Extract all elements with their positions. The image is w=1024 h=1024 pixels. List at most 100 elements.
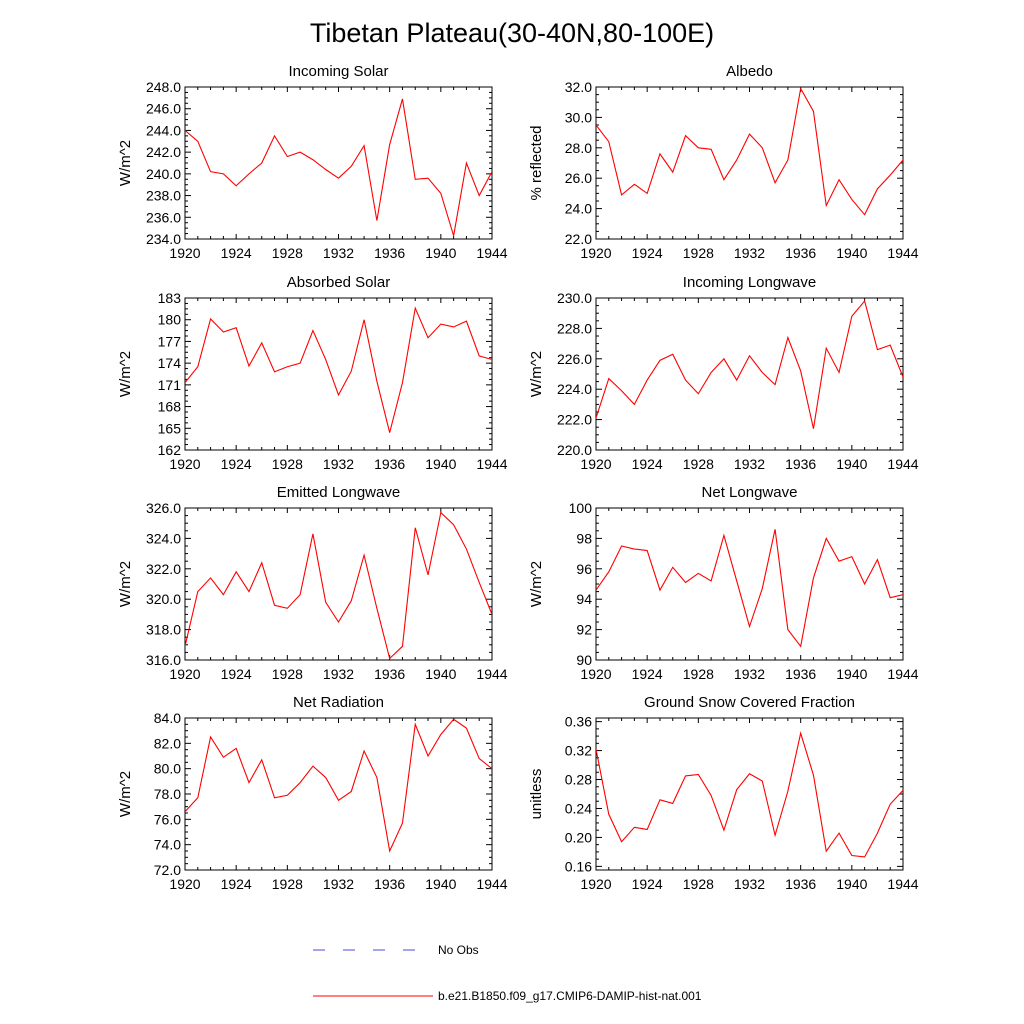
x-tick-label: 1944 — [887, 456, 918, 472]
panel-albedo: Albedo 1920 1924 1928 1932 1936 1940 1944 22.0 24… — [528, 63, 919, 261]
series-line-emitted-longwave — [185, 511, 492, 660]
y-tick-label: 320.0 — [146, 591, 181, 607]
panel-title-ground-snow-covered-fraction: Ground Snow Covered Fraction — [644, 694, 855, 711]
panel-title-net-longwave: Net Longwave — [702, 484, 798, 501]
panel-title-incoming-solar: Incoming Solar — [288, 63, 388, 80]
y-tick-label: 236.0 — [146, 209, 181, 225]
y-tick-label: 84.0 — [154, 710, 181, 726]
y-tick-label: 0.16 — [565, 858, 592, 874]
series-line-net-radiation — [185, 718, 492, 853]
y-tick-label: 92 — [576, 622, 592, 638]
plot-frame — [184, 86, 493, 240]
y-tick-label: 76.0 — [154, 811, 181, 827]
x-tick-label: 1944 — [887, 876, 918, 892]
x-tick-label: 1936 — [374, 456, 405, 472]
panel-ground-snow-covered-fraction: Ground Snow Covered Fraction 1920 1924 1928… — [528, 694, 919, 892]
x-tick-label: 1932 — [323, 456, 354, 472]
y-tick-label: 171 — [158, 377, 182, 393]
plot-frame — [595, 86, 904, 240]
y-tick-label: 98 — [576, 530, 592, 546]
x-tick-label: 1940 — [836, 666, 867, 682]
y-tick-label: 96 — [576, 561, 592, 577]
figure-title: Tibetan Plateau(30-40N,80-100E) — [310, 18, 714, 48]
x-tick-label: 1928 — [272, 666, 303, 682]
y-tick-label: 0.24 — [565, 800, 592, 816]
y-tick-label: 80.0 — [154, 761, 181, 777]
y-tick-label: 168 — [158, 399, 182, 415]
y-tick-label: 222.0 — [557, 412, 592, 428]
y-tick-label: 0.36 — [565, 714, 592, 730]
x-tick-label: 1932 — [734, 456, 765, 472]
x-tick-label: 1920 — [580, 876, 611, 892]
y-tick-label: 0.28 — [565, 772, 592, 788]
y-axis-label: W/m^2 — [117, 771, 134, 817]
x-tick-label: 1924 — [632, 876, 663, 892]
panel-title-emitted-longwave: Emitted Longwave — [277, 484, 400, 501]
series-line-ground-snow-covered-fraction — [596, 731, 903, 858]
x-tick-label: 1936 — [785, 245, 816, 261]
panel-emitted-longwave: Emitted Longwave 1920 1924 1928 1932 1936 1940… — [117, 484, 508, 682]
x-tick-label: 1932 — [323, 876, 354, 892]
y-tick-label: 32.0 — [565, 79, 592, 95]
panel-title-absorbed-solar: Absorbed Solar — [287, 274, 390, 291]
x-tick-label: 1932 — [734, 245, 765, 261]
y-axis-label: unitless — [528, 769, 545, 820]
legend-model-label: b.e21.B1850.f09_g17.CMIP6-DAMIP-hist-nat… — [438, 989, 702, 1003]
y-tick-label: 30.0 — [565, 109, 592, 125]
series-line-incoming-longwave — [596, 299, 903, 429]
y-tick-label: 100 — [569, 500, 593, 516]
panels-group: Incoming Solar 1920 1924 1928 1932 1936 1940 19… — [117, 63, 919, 892]
x-tick-label: 1924 — [632, 245, 663, 261]
x-tick-label: 1944 — [887, 666, 918, 682]
y-tick-label: 226.0 — [557, 351, 592, 367]
plot-frame — [184, 717, 493, 871]
x-tick-label: 1940 — [836, 876, 867, 892]
y-tick-label: 82.0 — [154, 735, 181, 751]
panel-net-longwave: Net Longwave 1920 1924 1928 1932 1936 1940 1944… — [528, 484, 919, 682]
y-tick-label: 24.0 — [565, 201, 592, 217]
y-tick-label: 244.0 — [146, 122, 181, 138]
y-tick-label: 240.0 — [146, 166, 181, 182]
x-tick-label: 1928 — [272, 876, 303, 892]
y-tick-label: 177 — [158, 333, 182, 349]
panel-incoming-solar: Incoming Solar 1920 1924 1928 1932 1936 1940 19… — [117, 63, 508, 261]
y-tick-label: 242.0 — [146, 144, 181, 160]
panel-net-radiation: Net Radiation 1920 1924 1928 1932 1936 1940 194… — [117, 694, 508, 892]
y-tick-label: 22.0 — [565, 231, 592, 247]
y-tick-label: 234.0 — [146, 231, 181, 247]
x-tick-label: 1920 — [580, 245, 611, 261]
x-tick-label: 1932 — [323, 245, 354, 261]
series-line-net-longwave — [596, 529, 903, 648]
y-axis-label: W/m^2 — [117, 140, 134, 186]
y-tick-label: 28.0 — [565, 140, 592, 156]
y-tick-label: 74.0 — [154, 837, 181, 853]
panel-title-incoming-longwave: Incoming Longwave — [683, 274, 816, 291]
y-tick-label: 165 — [158, 420, 182, 436]
x-tick-label: 1928 — [683, 456, 714, 472]
plot-frame — [595, 297, 904, 451]
x-tick-label: 1932 — [323, 666, 354, 682]
y-tick-label: 230.0 — [557, 290, 592, 306]
y-tick-label: 220.0 — [557, 442, 592, 458]
y-tick-label: 174 — [158, 355, 182, 371]
x-tick-label: 1940 — [836, 245, 867, 261]
x-tick-label: 1944 — [476, 245, 507, 261]
x-tick-label: 1924 — [632, 456, 663, 472]
x-tick-label: 1920 — [580, 666, 611, 682]
y-tick-label: 326.0 — [146, 500, 181, 516]
x-tick-label: 1920 — [580, 456, 611, 472]
x-tick-label: 1936 — [785, 666, 816, 682]
legend: No Obs b.e21.B1850.f09_g17.CMIP6-DAMIP-h… — [313, 943, 702, 1003]
series-line-incoming-solar — [185, 98, 492, 236]
y-tick-label: 94 — [576, 591, 592, 607]
series-line-absorbed-solar — [185, 306, 492, 433]
x-tick-label: 1944 — [476, 876, 507, 892]
x-tick-label: 1940 — [836, 456, 867, 472]
x-tick-label: 1924 — [632, 666, 663, 682]
y-tick-label: 183 — [158, 290, 182, 306]
y-axis-label: W/m^2 — [117, 561, 134, 607]
y-axis-label: W/m^2 — [117, 351, 134, 397]
x-tick-label: 1920 — [169, 876, 200, 892]
y-tick-label: 316.0 — [146, 652, 181, 668]
